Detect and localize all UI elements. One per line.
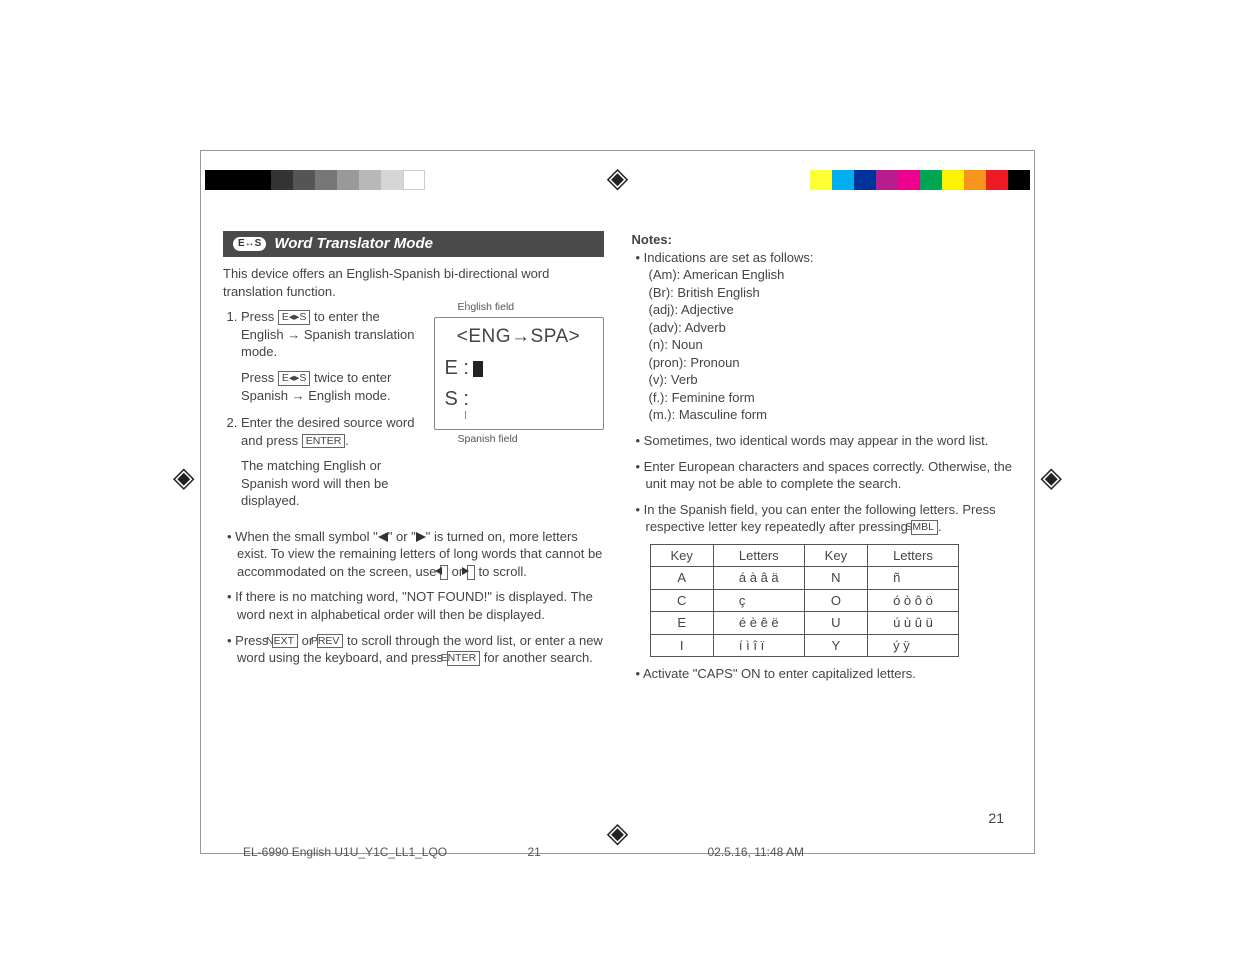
right-column: Notes: Indications are set as follows: (… [632,166,1013,838]
lcd-screen: <ENG→SPA> E : S : [434,317,604,431]
th-key-2: Key [804,544,867,567]
table-row: CçOó ò ô ö [650,589,958,612]
note-spanish-letters: In the Spanish field, you can enter the … [636,501,1013,536]
step-2-sub: The matching English or Spanish word wil… [241,457,420,510]
note-identical: Sometimes, two identical words may appea… [636,432,1013,450]
lcd-figure: English field <ENG→SPA> E : S : Spanish … [434,300,604,448]
step-1: Press E◂▸S to enter the English → Spanis… [241,308,420,404]
bullet-notfound: If there is no matching word, "NOT FOUND… [227,588,604,623]
step-2: Enter the desired source word and press … [241,414,420,510]
mode-badge: E↔S [233,237,266,251]
page-frame: E↔S Word Translator Mode This device off… [200,150,1035,854]
intro-text: This device offers an English-Spanish bi… [223,265,604,300]
bullet-nextprev: Press NEXT or PREV to scroll through the… [227,632,604,667]
triangle-right-icon [416,532,426,542]
footer: EL-6990 English U1U_Y1C_LL1_LQO 21 02.5.… [243,845,992,859]
note-indications: Indications are set as follows: (Am): Am… [636,249,1013,424]
key-prev: PREV [317,634,344,649]
table-row: Ií ì î ïYý ÿ [650,634,958,657]
th-key-1: Key [650,544,713,567]
caps-note: Activate "CAPS" ON to enter capitalized … [636,665,1013,683]
key-enter-2: ENTER [447,651,481,666]
reg-mark-right: ◈ [1040,461,1062,494]
mode-banner: E↔S Word Translator Mode [223,231,604,257]
letters-table: Key Letters Key Letters Aá à â äNñ CçOó … [650,544,959,658]
bullet-scroll: When the small symbol "" or "" is turned… [227,528,604,581]
note-euro: Enter European characters and spaces cor… [636,458,1013,493]
table-row: Aá à â äNñ [650,567,958,590]
lcd-label-top: English field [458,300,604,314]
key-next: NEXT [272,634,298,649]
step-1-sub: Press E◂▸S twice to enter Spanish → Engl… [241,369,420,404]
left-column: E↔S Word Translator Mode This device off… [223,166,604,838]
reg-mark-left: ◈ [173,461,195,494]
key-es: E◂▸S [278,310,311,325]
key-left [440,565,448,580]
triangle-left-icon [378,532,388,542]
footer-left: EL-6990 English U1U_Y1C_LL1_LQO [243,845,528,859]
page-number: 21 [988,809,1004,828]
lcd-label-bottom: Spanish field [458,432,604,446]
lcd-s-label: S : [445,386,469,413]
indications-list: (Am): American English (Br): British Eng… [659,266,1013,424]
steps-list: Press E◂▸S to enter the English → Spanis… [241,308,420,509]
table-row: Eé è ê ëUú ù û ü [650,612,958,635]
key-smbl: SMBL [911,520,938,535]
key-enter: ENTER [302,434,346,449]
bullet-list-left: When the small symbol "" or "" is turned… [227,528,604,667]
notes-heading: Notes: [632,231,1013,249]
footer-mid: 21 [528,845,628,859]
th-letters-2: Letters [868,544,959,567]
key-es-2: E◂▸S [278,371,311,386]
caps-note-list: Activate "CAPS" ON to enter capitalized … [636,665,1013,683]
notes-list: Indications are set as follows: (Am): Am… [636,249,1013,536]
key-right [467,565,475,580]
lcd-heading: <ENG→SPA> [445,324,593,350]
th-letters-1: Letters [713,544,804,567]
footer-right: 02.5.16, 11:48 AM [628,845,993,859]
mode-title: Word Translator Mode [274,234,433,254]
